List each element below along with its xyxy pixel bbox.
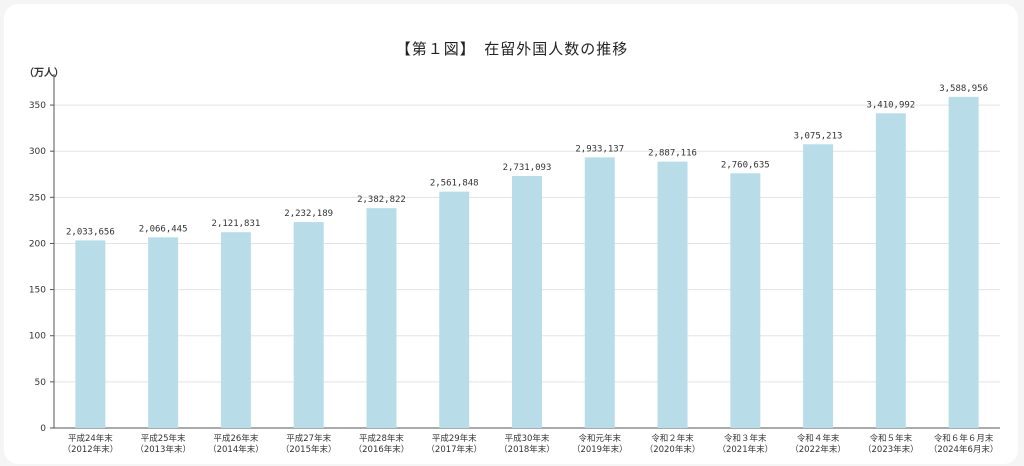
x-tick-label: 令和６年６月末	[934, 433, 994, 444]
x-tick-label: 平成29年末	[432, 433, 477, 444]
x-tick-sublabel: （2016年末）	[354, 444, 410, 455]
x-tick-label: 令和５年末	[870, 433, 913, 444]
bar-value-label: 2,066,445	[139, 224, 188, 234]
bar-value-label: 2,121,831	[212, 219, 261, 229]
bar	[148, 237, 179, 428]
bar-value-label: 2,232,189	[284, 209, 333, 219]
bar	[730, 173, 761, 428]
x-tick-sublabel: （2020年末）	[645, 444, 701, 455]
bar	[220, 232, 251, 428]
bar-value-label: 2,382,822	[357, 195, 406, 205]
chart-title: 【第１図】 在留外国人数の推移	[395, 40, 629, 58]
bar	[512, 176, 542, 428]
bar-value-label: 3,075,213	[794, 131, 843, 141]
x-tick-sublabel: （2017年末）	[426, 444, 482, 455]
y-tick-label: 150	[29, 286, 46, 296]
bar-value-label: 2,887,116	[648, 149, 697, 159]
y-axis-unit-label: （万人）	[24, 68, 64, 79]
y-tick-label: 50	[35, 378, 47, 388]
x-tick-sublabel: （2024年6月末）	[929, 444, 999, 455]
x-tick-label: 令和４年末	[797, 433, 840, 444]
x-tick-label: 令和元年末	[579, 433, 622, 444]
x-tick-label: 令和２年末	[651, 433, 694, 444]
bar	[948, 96, 979, 428]
bar-value-label: 2,933,137	[575, 144, 624, 154]
x-tick-label: 平成24年末	[68, 433, 113, 444]
x-tick-sublabel: （2022年末）	[790, 444, 846, 455]
bar-value-label: 2,033,656	[66, 227, 115, 237]
bar-value-label: 3,410,992	[866, 100, 915, 110]
y-tick-label: 0	[40, 424, 46, 434]
bar	[75, 240, 106, 428]
x-tick-sublabel: （2014年末）	[208, 444, 264, 455]
bar	[439, 191, 470, 428]
x-tick-label: 平成28年末	[359, 433, 404, 444]
bar	[875, 113, 906, 428]
y-tick-label: 300	[29, 147, 46, 157]
x-tick-sublabel: （2021年末）	[717, 444, 773, 455]
x-tick-sublabel: （2015年末）	[281, 444, 337, 455]
bar	[293, 222, 324, 428]
x-tick-label: 平成25年末	[141, 433, 186, 444]
x-tick-label: 平成27年末	[286, 433, 331, 444]
bar	[657, 161, 688, 429]
x-tick-sublabel: （2012年末）	[63, 444, 119, 455]
bar	[803, 144, 834, 428]
x-tick-label: 令和３年末	[724, 433, 767, 444]
bar-value-label: 2,760,635	[721, 160, 770, 170]
bar-value-label: 2,731,093	[503, 163, 552, 173]
x-tick-label: 平成30年末	[505, 433, 550, 444]
bar-value-label: 3,588,956	[939, 84, 988, 94]
x-tick-sublabel: （2019年末）	[572, 444, 628, 455]
bar	[584, 157, 615, 428]
x-tick-label: 平成26年末	[214, 433, 259, 444]
y-tick-label: 200	[29, 239, 46, 249]
y-tick-label: 250	[29, 193, 46, 203]
bar	[366, 208, 397, 428]
bar-value-label: 2,561,848	[430, 179, 479, 189]
y-tick-label: 100	[29, 332, 46, 342]
x-tick-sublabel: （2013年末）	[135, 444, 191, 455]
x-tick-sublabel: （2023年末）	[863, 444, 919, 455]
y-tick-label: 350	[29, 101, 46, 111]
x-tick-sublabel: （2018年末）	[499, 444, 555, 455]
